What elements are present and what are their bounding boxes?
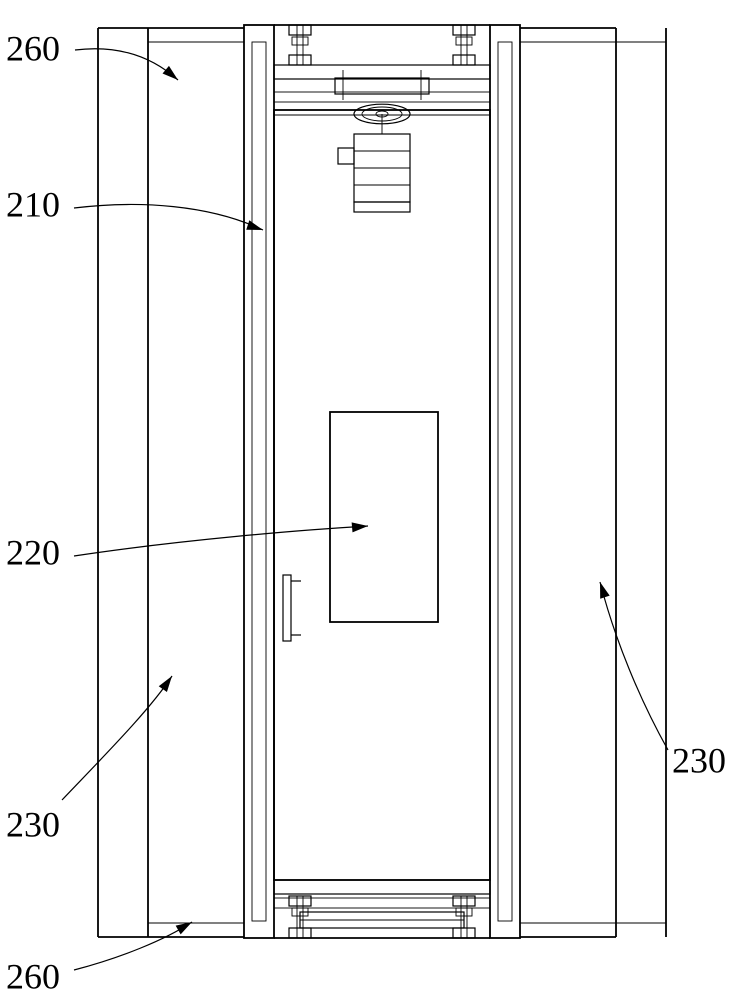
label-230: 230	[672, 740, 726, 780]
window-220	[330, 412, 438, 622]
right-column	[490, 25, 520, 938]
door-210	[274, 110, 490, 880]
left-column	[244, 25, 274, 938]
label-230: 230	[6, 804, 60, 844]
label-210: 210	[6, 184, 60, 224]
door-handle	[283, 575, 291, 641]
label-260: 260	[6, 956, 60, 996]
label-220: 220	[6, 532, 60, 572]
label-260: 260	[6, 28, 60, 68]
junction-box	[338, 148, 354, 164]
